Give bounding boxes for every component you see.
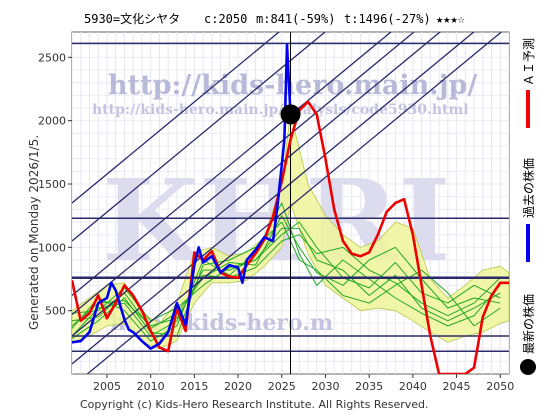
x-tick-label: 2045: [443, 380, 471, 393]
header-t: t:1496(-27%): [344, 12, 431, 26]
watermark-url-analysis: http://kids-hero.main.jp/analysis/code59…: [92, 102, 469, 118]
y-axis-ticks: 500 1000 1500 2000 2500: [38, 51, 72, 318]
legend-latest-label: 最新の株価: [521, 294, 536, 354]
x-tick-label: 2035: [355, 380, 383, 393]
header-current: c:2050: [204, 12, 247, 26]
latest-point-marker: [280, 104, 301, 125]
generated-date: Generated on Monday 2026/1/5.: [27, 135, 41, 330]
y-tick-label: 500: [45, 305, 66, 318]
legend-latest-swatch: [520, 359, 536, 375]
channel-line-6: [72, 32, 281, 204]
y-tick-label: 1500: [38, 178, 66, 191]
latest-marker-layer: [280, 104, 301, 125]
past-line: [72, 43, 292, 350]
forecast-line: [72, 100, 509, 374]
x-tick-label: 2030: [311, 380, 339, 393]
x-tick-label: 2020: [224, 380, 252, 393]
x-axis-ticks: 2005 2010 2015 2020 2025 2030 2035 2040 2045 2050: [93, 374, 514, 393]
header-rating: ★★★☆: [436, 12, 465, 26]
copyright-text: Copyright (c) Kids-Hero Research Institu…: [80, 398, 429, 411]
x-tick-label: 2040: [399, 380, 427, 393]
watermark-url-main: http://kids-hero.main.jp/: [108, 70, 477, 101]
forecast-series: [72, 100, 509, 374]
legend-past-label: 過去の株価: [521, 158, 536, 218]
support-resistance-lines: [72, 32, 509, 374]
y-tick-label: 2500: [38, 51, 66, 64]
header-code: 5930=文化シヤタ: [84, 11, 180, 26]
x-tick-label: 2050: [486, 380, 514, 393]
past-price-series: [72, 43, 292, 350]
x-tick-label: 2010: [137, 380, 165, 393]
x-tick-label: 2015: [180, 380, 208, 393]
legend-forecast-label: ＡＩ予測: [522, 38, 536, 86]
y-tick-label: 1000: [38, 241, 66, 254]
header-m: m:841(-59%): [256, 12, 335, 26]
x-tick-label: 2025: [268, 380, 296, 393]
y-tick-label: 2000: [38, 115, 66, 128]
x-tick-label: 2005: [93, 380, 121, 393]
